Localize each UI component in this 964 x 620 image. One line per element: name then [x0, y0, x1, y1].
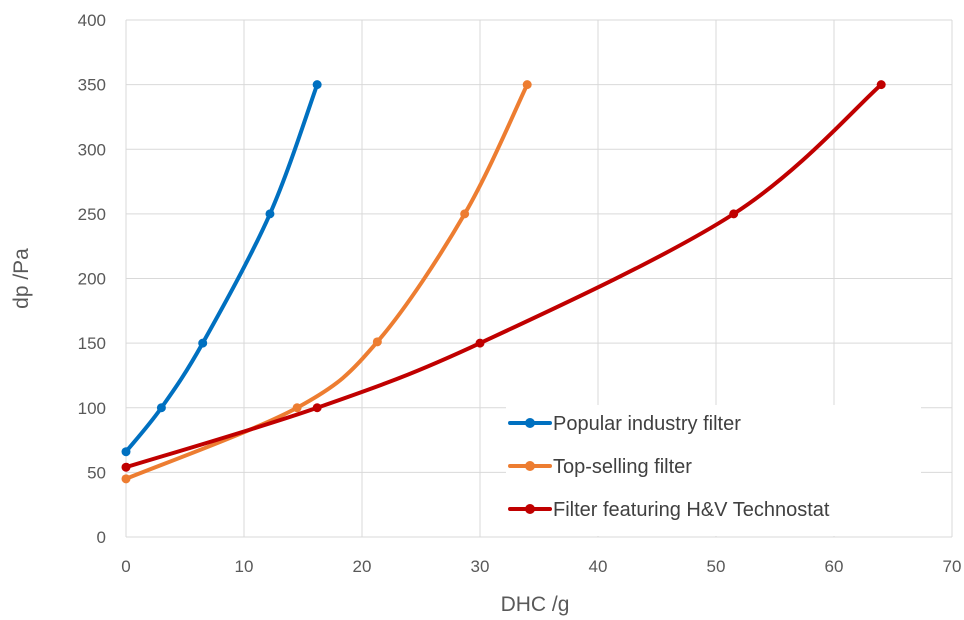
data-point	[198, 338, 208, 348]
series-line	[124, 82, 320, 454]
y-tick-label: 50	[87, 463, 106, 482]
data-point	[876, 80, 886, 90]
series-2	[121, 80, 532, 484]
x-axis-title: DHC /g	[501, 593, 570, 616]
series-line	[124, 82, 884, 470]
x-tick-label: 20	[353, 557, 372, 576]
legend: Popular industry filter Top-selling filte…	[506, 405, 921, 536]
series-layer	[121, 80, 886, 484]
data-point	[460, 209, 470, 219]
x-tick-label: 0	[121, 557, 130, 576]
data-point	[121, 474, 131, 484]
y-tick-label: 300	[78, 140, 106, 159]
y-tick-label: 200	[78, 270, 106, 289]
y-axis-title: dp /Pa	[10, 248, 33, 309]
series-1	[121, 80, 322, 457]
y-tick-label: 350	[78, 76, 106, 95]
series-3	[121, 80, 886, 472]
legend-item: Filter featuring H&V Technostat	[508, 499, 830, 521]
data-point	[522, 80, 532, 90]
legend-swatch-marker	[525, 418, 535, 428]
y-tick-label: 100	[78, 399, 106, 418]
y-tick-label: 150	[78, 334, 106, 353]
data-point	[265, 209, 275, 219]
y-tick-labels: 0 50 100 150 200 250 300 350 400	[78, 11, 106, 547]
data-point	[729, 209, 739, 219]
series-line	[124, 82, 530, 481]
x-tick-label: 40	[589, 557, 608, 576]
x-tick-label: 70	[943, 557, 962, 576]
data-point	[292, 403, 302, 413]
data-point	[312, 80, 322, 90]
data-point	[312, 403, 322, 413]
x-tick-label: 30	[471, 557, 490, 576]
data-point	[475, 338, 485, 348]
data-point	[156, 403, 166, 413]
data-point	[121, 447, 131, 457]
legend-label: Top-selling filter	[553, 456, 692, 478]
y-tick-label: 250	[78, 205, 106, 224]
x-tick-label: 60	[825, 557, 844, 576]
legend-swatch-marker	[525, 504, 535, 514]
legend-label: Filter featuring H&V Technostat	[553, 499, 830, 521]
legend-item: Popular industry filter	[508, 413, 741, 435]
legend-items: Popular industry filter Top-selling filte…	[508, 413, 830, 521]
legend-swatch-marker	[525, 461, 535, 471]
data-point	[372, 337, 382, 347]
legend-item: Top-selling filter	[508, 456, 692, 478]
legend-label: Popular industry filter	[553, 413, 741, 435]
x-tick-label: 50	[707, 557, 726, 576]
y-tick-label: 400	[78, 11, 106, 30]
data-point	[121, 462, 131, 472]
y-tick-label: 0	[97, 528, 106, 547]
x-tick-label: 10	[235, 557, 254, 576]
legend-background	[506, 405, 921, 536]
x-tick-labels: 0 10 20 30 40 50 60 70	[121, 557, 961, 576]
